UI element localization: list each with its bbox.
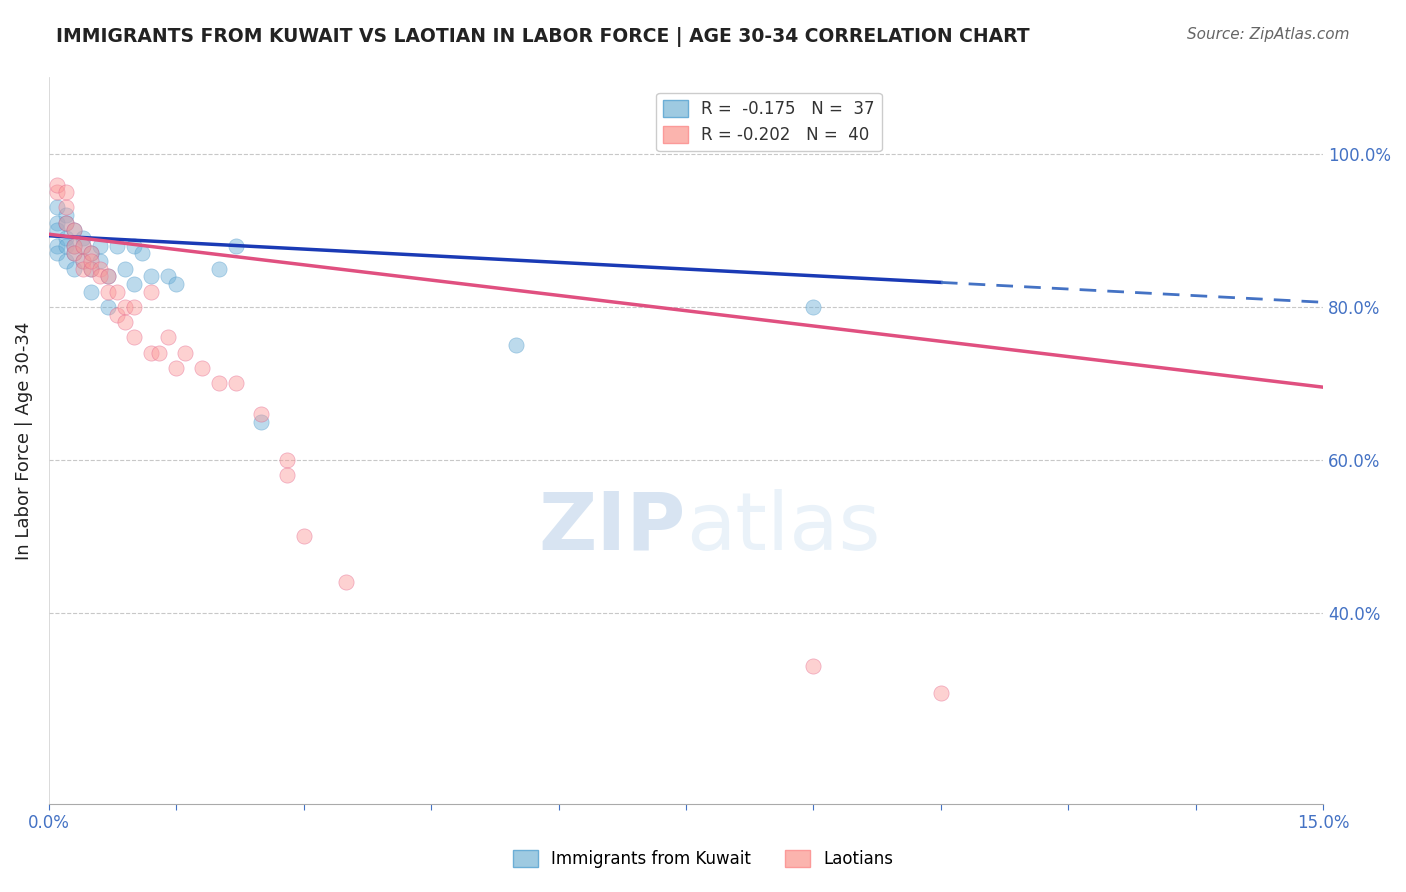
- Point: [122, 300, 145, 314]
- Point: [46, 223, 69, 237]
- Point: [63, 238, 86, 252]
- Text: IMMIGRANTS FROM KUWAIT VS LAOTIAN IN LABOR FORCE | AGE 30-34 CORRELATION CHART: IMMIGRANTS FROM KUWAIT VS LAOTIAN IN LAB…: [56, 27, 1029, 46]
- Point: [72, 254, 94, 268]
- Point: [80, 285, 103, 299]
- Point: [225, 238, 247, 252]
- Point: [55, 201, 77, 215]
- Point: [105, 285, 128, 299]
- Point: [72, 238, 94, 252]
- Point: [165, 277, 187, 291]
- Point: [250, 407, 273, 421]
- Point: [80, 261, 103, 276]
- Point: [803, 300, 825, 314]
- Point: [80, 254, 103, 268]
- Point: [80, 261, 103, 276]
- Point: [80, 246, 103, 260]
- Point: [89, 269, 111, 284]
- Point: [292, 529, 315, 543]
- Point: [55, 238, 77, 252]
- Text: Source: ZipAtlas.com: Source: ZipAtlas.com: [1187, 27, 1350, 42]
- Point: [97, 285, 120, 299]
- Point: [114, 261, 136, 276]
- Point: [208, 376, 231, 391]
- Point: [97, 269, 120, 284]
- Point: [148, 345, 170, 359]
- Point: [139, 285, 162, 299]
- Point: [46, 185, 69, 199]
- Point: [122, 238, 145, 252]
- Y-axis label: In Labor Force | Age 30-34: In Labor Force | Age 30-34: [15, 321, 32, 560]
- Point: [63, 238, 86, 252]
- Point: [105, 308, 128, 322]
- Point: [72, 261, 94, 276]
- Point: [72, 254, 94, 268]
- Point: [505, 338, 527, 352]
- Point: [97, 300, 120, 314]
- Point: [63, 223, 86, 237]
- Point: [89, 254, 111, 268]
- Point: [46, 238, 69, 252]
- Point: [97, 269, 120, 284]
- Point: [55, 254, 77, 268]
- Point: [46, 246, 69, 260]
- Point: [122, 277, 145, 291]
- Point: [276, 468, 298, 483]
- Point: [122, 330, 145, 344]
- Point: [63, 223, 86, 237]
- Point: [55, 185, 77, 199]
- Point: [63, 246, 86, 260]
- Point: [803, 659, 825, 673]
- Point: [156, 269, 179, 284]
- Point: [46, 178, 69, 192]
- Point: [929, 686, 952, 700]
- Point: [191, 361, 214, 376]
- Point: [276, 453, 298, 467]
- Point: [89, 261, 111, 276]
- Point: [63, 261, 86, 276]
- Text: atlas: atlas: [686, 489, 880, 567]
- Point: [72, 238, 94, 252]
- Point: [225, 376, 247, 391]
- Legend: R =  -0.175   N =  37, R = -0.202   N =  40: R = -0.175 N = 37, R = -0.202 N = 40: [657, 93, 882, 151]
- Point: [173, 345, 195, 359]
- Legend: Immigrants from Kuwait, Laotians: Immigrants from Kuwait, Laotians: [506, 843, 900, 875]
- Point: [114, 315, 136, 329]
- Point: [72, 231, 94, 245]
- Point: [131, 246, 153, 260]
- Point: [55, 216, 77, 230]
- Point: [46, 201, 69, 215]
- Point: [46, 216, 69, 230]
- Point: [80, 246, 103, 260]
- Point: [55, 216, 77, 230]
- Point: [105, 238, 128, 252]
- Point: [114, 300, 136, 314]
- Point: [55, 231, 77, 245]
- Point: [250, 415, 273, 429]
- Point: [165, 361, 187, 376]
- Point: [139, 345, 162, 359]
- Point: [63, 246, 86, 260]
- Text: ZIP: ZIP: [538, 489, 686, 567]
- Point: [89, 238, 111, 252]
- Point: [55, 208, 77, 222]
- Point: [208, 261, 231, 276]
- Point: [335, 575, 357, 590]
- Point: [139, 269, 162, 284]
- Point: [156, 330, 179, 344]
